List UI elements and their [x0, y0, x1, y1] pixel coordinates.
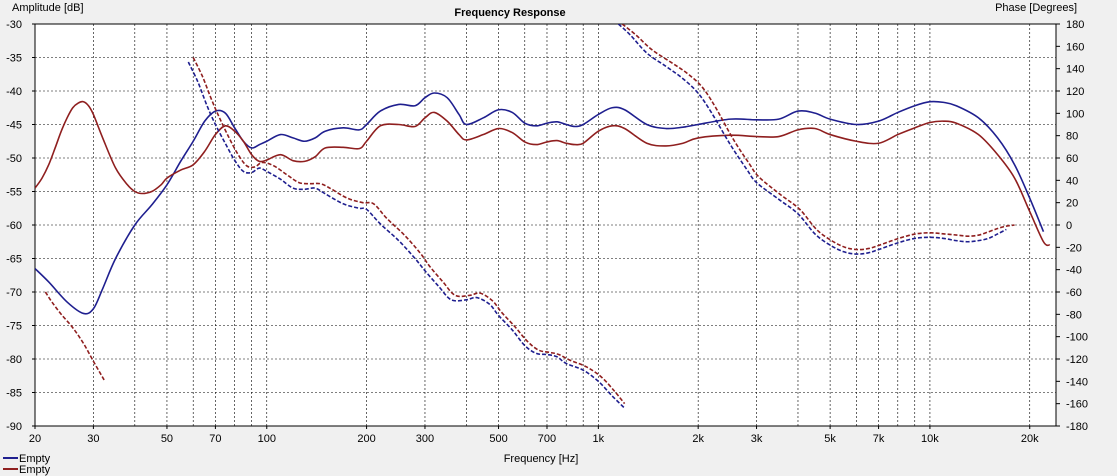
x-tick-label: 1k — [593, 433, 605, 445]
axes: 20 30 50 70 100 200 300 500 700 1k 2k 3k 5k 7k 10k 20k-… — [6, 19, 1088, 445]
right-axis-label: Phase [Degrees] — [995, 2, 1077, 14]
legend-label-2: Empty — [19, 464, 51, 476]
x-tick-label: 5k — [824, 433, 836, 445]
y-left-tick-label: -35 — [6, 53, 22, 65]
y-left-tick-label: -45 — [6, 120, 22, 132]
x-tick-label: 7k — [873, 433, 885, 445]
x-tick-label: 700 — [538, 433, 556, 445]
phase-series-line-5 — [617, 24, 1007, 255]
x-tick-label: 70 — [209, 433, 221, 445]
x-tick-label: 200 — [357, 433, 375, 445]
y-left-tick-label: -85 — [6, 388, 22, 400]
x-tick-label: 500 — [489, 433, 507, 445]
x-axis-label: Frequency [Hz] — [504, 453, 579, 465]
y-left-tick-label: -70 — [6, 287, 22, 299]
y-right-tick-label: 40 — [1066, 175, 1078, 187]
left-axis-label: Amplitude [dB] — [12, 2, 84, 14]
y-right-tick-label: 100 — [1066, 108, 1084, 120]
y-left-tick-label: -90 — [6, 421, 22, 433]
phase-series-line-6 — [621, 24, 1015, 251]
legend-label-1: Empty — [19, 453, 51, 465]
y-right-tick-label: 20 — [1066, 198, 1078, 210]
chart-title: Frequency Response — [454, 7, 565, 19]
y-right-tick-label: -120 — [1066, 354, 1088, 366]
y-right-tick-label: 60 — [1066, 153, 1078, 165]
x-tick-label: 30 — [87, 433, 99, 445]
phase-series-line-7 — [44, 291, 106, 382]
y-right-tick-label: -20 — [1066, 242, 1082, 254]
amplitude-series-line-2 — [35, 100, 1051, 247]
y-left-tick-label: -50 — [6, 153, 22, 165]
series-layer — [35, 24, 1051, 409]
y-right-tick-label: 160 — [1066, 41, 1084, 53]
y-left-tick-label: -65 — [6, 254, 22, 266]
y-right-tick-label: -60 — [1066, 287, 1082, 299]
y-left-tick-label: -55 — [6, 187, 22, 199]
phase-series-line-4 — [192, 57, 626, 405]
x-tick-label: 10k — [921, 433, 939, 445]
plot-area — [34, 23, 1057, 427]
y-right-tick-label: 0 — [1066, 220, 1072, 232]
y-left-tick-label: -40 — [6, 86, 22, 98]
y-left-tick-label: -80 — [6, 354, 22, 366]
y-right-tick-label: -180 — [1066, 421, 1088, 433]
y-right-tick-label: 80 — [1066, 131, 1078, 143]
x-tick-label: 300 — [416, 433, 434, 445]
y-left-tick-label: -75 — [6, 321, 22, 333]
y-right-tick-label: -100 — [1066, 332, 1088, 344]
amplitude-series-line-1 — [35, 92, 1045, 315]
y-right-tick-label: 140 — [1066, 64, 1084, 76]
y-right-tick-label: -140 — [1066, 376, 1088, 388]
x-tick-label: 20k — [1021, 433, 1039, 445]
legend: Empty Empty — [3, 453, 51, 476]
x-tick-label: 100 — [258, 433, 276, 445]
y-right-tick-label: 180 — [1066, 19, 1084, 31]
phase-series-line-3 — [187, 61, 626, 409]
y-right-tick-label: -160 — [1066, 399, 1088, 411]
x-tick-label: 20 — [29, 433, 41, 445]
y-left-tick-label: -60 — [6, 220, 22, 232]
y-left-tick-label: -30 — [6, 19, 22, 31]
y-right-tick-label: -80 — [1066, 309, 1082, 321]
x-tick-label: 3k — [751, 433, 763, 445]
y-right-tick-label: -40 — [1066, 265, 1082, 277]
x-tick-label: 2k — [692, 433, 704, 445]
y-right-tick-label: 120 — [1066, 86, 1084, 98]
x-tick-label: 50 — [161, 433, 173, 445]
